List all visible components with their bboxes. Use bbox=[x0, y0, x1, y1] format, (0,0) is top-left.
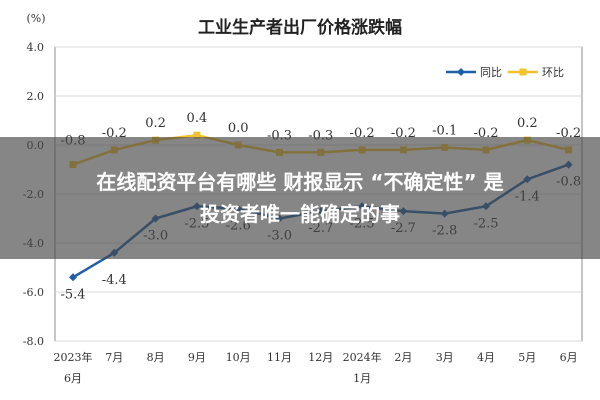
x-tick-label: 10月 bbox=[226, 351, 251, 364]
x-tick-label: 12月 bbox=[308, 351, 333, 364]
mom-data-label: 0.2 bbox=[517, 116, 538, 131]
yoy-point bbox=[69, 273, 77, 282]
y-tick-label: -8.0 bbox=[23, 335, 44, 348]
headline-overlay: 在线配资平台有哪些 财报显示 “不确定性” 是 投资者唯一能确定的事 bbox=[0, 137, 600, 259]
x-tick-label: 2月 bbox=[394, 351, 412, 364]
y-tick-label: -6.0 bbox=[23, 286, 44, 299]
legend-label: 环比 bbox=[542, 66, 564, 79]
x-tick-label: 8月 bbox=[147, 351, 165, 364]
x-tick-label: 11月 bbox=[267, 351, 292, 364]
x-tick-label: 3月 bbox=[436, 351, 454, 364]
mom-point bbox=[193, 131, 201, 139]
headline-line-1: 在线配资平台有哪些 财报显示 “不确定性” 是 bbox=[96, 170, 504, 194]
x-tick-label: 4月 bbox=[477, 351, 495, 364]
y-tick-label: 2.0 bbox=[27, 90, 45, 103]
yoy-data-label: -5.4 bbox=[60, 287, 85, 302]
x-tick-label: 6月 bbox=[560, 351, 578, 364]
y-axis-unit: (%) bbox=[26, 12, 45, 25]
x-tick-label: 2024年 1月 bbox=[343, 350, 382, 385]
y-tick-label: 4.0 bbox=[27, 41, 45, 54]
x-tick-label: 5月 bbox=[518, 351, 536, 364]
x-tick-label: 9月 bbox=[188, 351, 206, 364]
mom-data-label: 0.4 bbox=[187, 111, 208, 126]
headline-line-2: 投资者唯一能确定的事 bbox=[200, 202, 400, 226]
legend-label: 同比 bbox=[480, 66, 502, 79]
chart-title: 工业生产者出厂价格涨跌幅 bbox=[198, 17, 402, 38]
legend-marker bbox=[519, 68, 527, 76]
legend-marker bbox=[457, 68, 465, 76]
mom-data-label: 0.2 bbox=[145, 116, 166, 131]
x-tick-label: 7月 bbox=[105, 351, 123, 364]
mom-data-label: 0.0 bbox=[228, 121, 249, 136]
mom-data-label: -0.1 bbox=[432, 123, 457, 138]
x-tick-label: 2023年 6月 bbox=[54, 350, 93, 385]
yoy-data-label: -4.4 bbox=[102, 273, 127, 288]
